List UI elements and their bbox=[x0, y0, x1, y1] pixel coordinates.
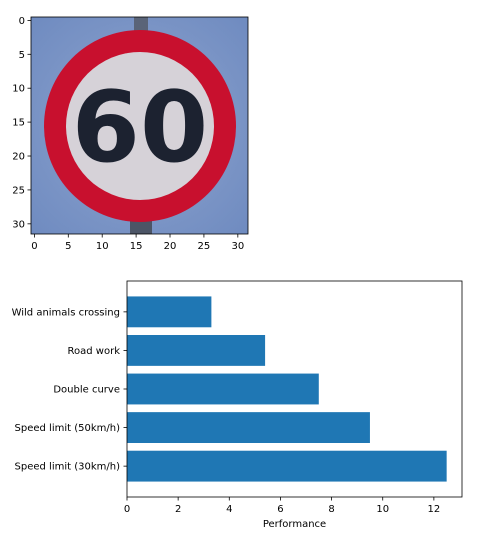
image-x-tick-label: 30 bbox=[231, 241, 244, 252]
image-y-tick-label: 30 bbox=[12, 219, 25, 230]
sign-inner-disc bbox=[66, 52, 214, 200]
bar-category-label: Wild animals crossing bbox=[12, 307, 120, 318]
bar-x-tick-label: 0 bbox=[124, 504, 130, 515]
bar bbox=[127, 450, 447, 482]
bar-x-tick-label: 6 bbox=[277, 504, 283, 515]
image-x-tick-label: 20 bbox=[164, 241, 177, 252]
image-axes-frame bbox=[30, 16, 249, 235]
bar-y-ticks: Speed limit (30km/h) Speed limit (50km/h)… bbox=[12, 307, 127, 473]
image-y-tick-label: 5 bbox=[19, 50, 25, 61]
bar-category-label: Road work bbox=[68, 346, 121, 357]
bars bbox=[127, 296, 447, 482]
image-y-ticks: 0 5 10 15 20 25 30 bbox=[12, 16, 31, 230]
bar-x-tick-label: 4 bbox=[226, 504, 232, 515]
image-x-tick-label: 15 bbox=[130, 241, 143, 252]
image-panel: 60 0 5 10 15 20 25 30 0 5 10 15 20 25 30 bbox=[12, 16, 249, 252]
image-x-tick-label: 5 bbox=[65, 241, 71, 252]
bar-category-label: Speed limit (50km/h) bbox=[15, 423, 121, 434]
bar bbox=[127, 373, 319, 405]
bar-category-label: Double curve bbox=[53, 385, 120, 396]
bar-category-label: Speed limit (30km/h) bbox=[15, 462, 121, 473]
image-y-tick-label: 10 bbox=[12, 84, 25, 95]
sign-image: 60 bbox=[31, 17, 248, 234]
bar bbox=[127, 412, 370, 443]
bar bbox=[127, 335, 266, 366]
image-y-tick-label: 20 bbox=[12, 152, 25, 163]
bar-x-ticks: 0 2 4 6 8 10 12 bbox=[124, 497, 440, 515]
image-x-tick-label: 0 bbox=[31, 241, 37, 252]
image-x-ticks: 0 5 10 15 20 25 30 bbox=[31, 234, 244, 252]
image-y-tick-label: 15 bbox=[12, 118, 25, 129]
image-x-tick-label: 10 bbox=[96, 241, 109, 252]
bar-x-tick-label: 2 bbox=[175, 504, 181, 515]
bar bbox=[127, 296, 212, 328]
bar-x-axis-label: Performance bbox=[263, 519, 326, 530]
bar-x-tick-label: 12 bbox=[428, 504, 441, 515]
bar-x-tick-label: 10 bbox=[376, 504, 389, 515]
bar-x-tick-label: 8 bbox=[328, 504, 334, 515]
image-y-tick-label: 25 bbox=[12, 185, 25, 196]
image-y-tick-label: 0 bbox=[19, 16, 25, 27]
image-x-tick-label: 25 bbox=[198, 241, 211, 252]
sign-text: 60 bbox=[72, 71, 208, 185]
bar-panel: 0 2 4 6 8 10 12 Speed limit (30km/h)Speed limi… bbox=[12, 280, 463, 530]
